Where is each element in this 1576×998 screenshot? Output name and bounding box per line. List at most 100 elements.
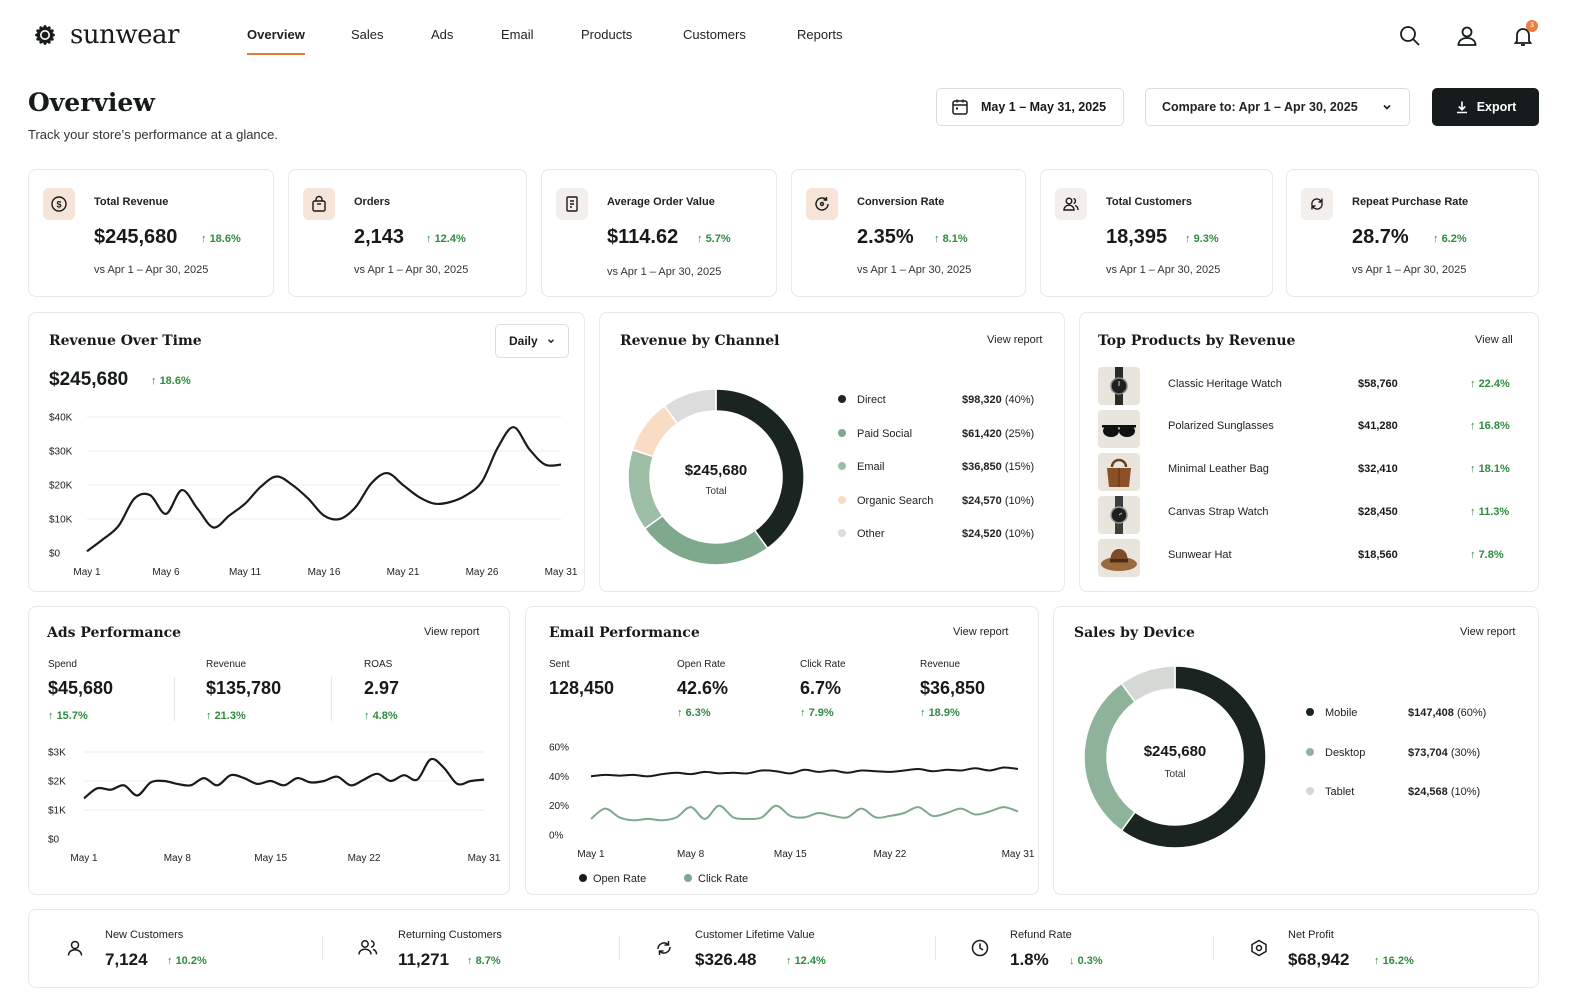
account-icon[interactable] — [1455, 24, 1479, 48]
legend-dot — [838, 529, 846, 537]
product-name[interactable]: Polarized Sunglasses — [1168, 420, 1274, 432]
export-label: Export — [1476, 100, 1517, 114]
metric-label: Revenue — [920, 659, 961, 670]
repeat-icon — [1301, 188, 1333, 220]
date-range-picker[interactable]: May 1 – May 31, 2025 — [936, 88, 1124, 126]
chart-change: ↑ 18.6% — [151, 375, 191, 387]
view-report-link[interactable]: View report — [987, 334, 1043, 346]
product-name[interactable]: Classic Heritage Watch — [1168, 378, 1282, 390]
product-change: ↑ 16.8% — [1470, 420, 1510, 432]
series-line — [83, 757, 485, 800]
kpi-label: Conversion Rate — [857, 196, 945, 208]
tab-ads[interactable]: Ads — [431, 27, 454, 42]
legend-label: Other — [857, 528, 885, 540]
bell-icon[interactable] — [1511, 24, 1535, 48]
tab-customers[interactable]: Customers — [683, 27, 746, 42]
product-revenue: $28,450 — [1358, 506, 1398, 518]
product-name[interactable]: Canvas Strap Watch — [1168, 506, 1269, 518]
product-thumbnail[interactable] — [1098, 367, 1140, 405]
legend-label: Desktop — [1325, 746, 1366, 759]
summary-change: ↑ 10.2% — [167, 955, 207, 967]
donut-slice[interactable] — [1120, 665, 1176, 704]
legend-row: Mobile — [1306, 707, 1357, 719]
compare-dropdown[interactable]: Compare to: Apr 1 – Apr 30, 2025 — [1145, 88, 1410, 126]
brand-logo[interactable]: sunwear — [28, 18, 179, 52]
product-thumbnail[interactable] — [1098, 496, 1140, 534]
tab-overview[interactable]: Overview — [247, 27, 305, 42]
metric-change: ↑ 18.9% — [920, 707, 960, 719]
y-tick-label: 60% — [549, 743, 569, 754]
view-all-link[interactable]: View all — [1475, 334, 1513, 346]
product-thumbnail[interactable] — [1098, 453, 1140, 491]
metric-value: $135,780 — [206, 678, 282, 698]
receipt-icon — [556, 188, 588, 220]
kpi-compare: vs Apr 1 – Apr 30, 2025 — [354, 264, 469, 276]
kpi-compare: vs Apr 1 – Apr 30, 2025 — [1106, 264, 1221, 276]
tab-email[interactable]: Email — [501, 27, 534, 42]
legend-label: Paid Social — [857, 427, 913, 440]
legend-label: Direct — [857, 394, 886, 406]
kpi-compare: vs Apr 1 – Apr 30, 2025 — [1352, 264, 1467, 276]
summary-change: ↑ 12.4% — [786, 955, 826, 967]
product-name[interactable]: Sunwear Hat — [1168, 549, 1232, 561]
donut-center-value: $245,680 — [684, 462, 748, 479]
legend-row: Other — [838, 528, 885, 540]
kpi-label: Total Customers — [1106, 196, 1192, 208]
legend-value: $61,420 (25%) — [962, 427, 1035, 440]
legend-row: Email — [838, 461, 885, 473]
legend-dot — [684, 874, 692, 882]
kpi-card-total-revenue: $ Total Revenue $245,680 ↑ 18.6% vs Apr … — [28, 169, 274, 297]
donut-slice[interactable] — [643, 514, 769, 566]
chevron-down-icon — [1383, 104, 1391, 110]
view-report-link[interactable]: View report — [1460, 626, 1516, 638]
product-name[interactable]: Minimal Leather Bag — [1168, 463, 1269, 475]
product-revenue: $32,410 — [1358, 463, 1398, 475]
granularity-label: Daily — [509, 334, 538, 348]
search-icon[interactable] — [1398, 24, 1422, 48]
product-thumbnail[interactable] — [1098, 410, 1140, 448]
brand-name: sunwear — [70, 20, 179, 50]
legend-dot — [838, 495, 846, 504]
kpi-card-conversion-rate: Conversion Rate 2.35% ↑ 8.1% vs Apr 1 – … — [791, 169, 1026, 297]
kpi-compare: vs Apr 1 – Apr 30, 2025 — [857, 264, 972, 276]
kpi-change: ↑ 9.3% — [1185, 233, 1219, 245]
donut-slice[interactable] — [627, 448, 664, 530]
divider — [322, 936, 323, 960]
legend-value: $73,704 (30%) — [1408, 746, 1481, 759]
granularity-dropdown[interactable]: Daily — [495, 324, 569, 358]
tab-reports[interactable]: Reports — [797, 27, 843, 42]
y-tick-label: 40% — [549, 772, 569, 783]
x-tick-label: May 1 — [577, 849, 605, 860]
x-tick-label: May 11 — [229, 567, 261, 578]
x-tick-label: May 21 — [387, 567, 420, 578]
tab-products[interactable]: Products — [581, 27, 633, 42]
legend-dot — [838, 395, 846, 403]
legend-open-rate: Open Rate — [579, 873, 646, 885]
active-tab-indicator — [247, 53, 305, 55]
legend-row: Paid Social — [838, 428, 912, 440]
legend-click-rate: Click Rate — [684, 873, 748, 885]
tab-sales[interactable]: Sales — [351, 27, 384, 42]
kpi-change: ↑ 5.7% — [697, 233, 731, 245]
export-button[interactable]: Export — [1432, 88, 1539, 126]
kpi-change: ↑ 8.1% — [934, 233, 968, 245]
summary-label: Refund Rate — [1010, 929, 1072, 941]
summary-value: $68,942 — [1288, 950, 1350, 969]
x-tick-label: May 15 — [774, 849, 807, 860]
watch-icon — [1110, 367, 1128, 405]
summary-strip: New Customers 7,124 ↑ 10.2% Returning Cu… — [28, 909, 1539, 988]
legend-value: $36,850 (15%) — [962, 461, 1035, 473]
y-tick-label: $3K — [48, 748, 66, 759]
view-report-link[interactable]: View report — [424, 626, 480, 638]
metric-value: 6.7% — [800, 678, 842, 698]
series-line — [590, 804, 1019, 822]
product-change: ↑ 11.3% — [1470, 506, 1510, 518]
donut-slice[interactable] — [1120, 665, 1267, 849]
x-tick-label: May 26 — [466, 567, 499, 578]
product-thumbnail[interactable] — [1098, 539, 1140, 577]
view-report-link[interactable]: View report — [953, 626, 1009, 638]
chart-total: $245,680 — [49, 369, 129, 390]
kpi-card-repeat-purchase-rate: Repeat Purchase Rate 28.7% ↑ 6.2% vs Apr… — [1286, 169, 1539, 297]
metric-change: ↑ 21.3% — [206, 710, 246, 722]
donut-slice[interactable] — [663, 388, 717, 425]
